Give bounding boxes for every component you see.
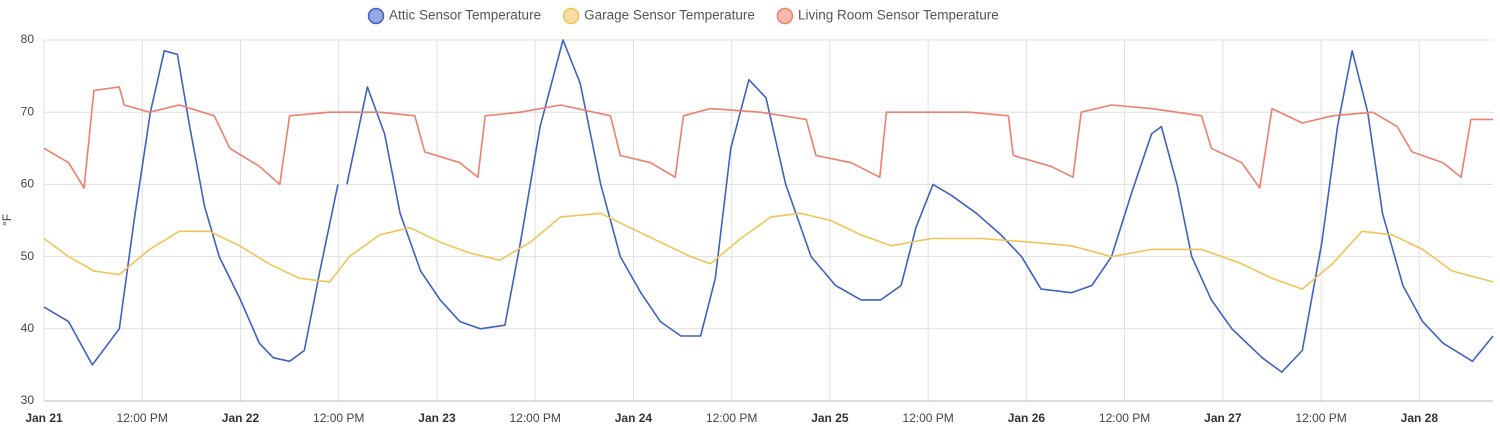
x-tick-label: Jan 21 bbox=[25, 411, 63, 425]
x-tick-label: 12:00 PM bbox=[313, 411, 364, 425]
y-axis-label: °F bbox=[0, 214, 14, 226]
x-tick-label: 12:00 PM bbox=[1295, 411, 1346, 425]
x-tick-label: Jan 24 bbox=[615, 411, 653, 425]
x-tick-label: Jan 26 bbox=[1008, 411, 1046, 425]
legend-label: Garage Sensor Temperature bbox=[584, 8, 755, 23]
y-tick-label: 60 bbox=[21, 177, 35, 191]
x-tick-label: Jan 27 bbox=[1204, 411, 1242, 425]
legend-marker bbox=[776, 7, 794, 25]
x-tick-label: 12:00 PM bbox=[1099, 411, 1150, 425]
y-tick-label: 70 bbox=[21, 104, 35, 118]
series-line bbox=[43, 86, 1493, 189]
series-line bbox=[43, 212, 1494, 290]
x-tick-label: Jan 22 bbox=[222, 411, 260, 425]
y-tick-label: 40 bbox=[21, 321, 35, 335]
x-tick-label: 12:00 PM bbox=[902, 411, 953, 425]
legend-label: Attic Sensor Temperature bbox=[389, 8, 541, 23]
legend-marker bbox=[562, 7, 580, 25]
x-tick-label: Jan 23 bbox=[418, 411, 456, 425]
x-tick-label: 12:00 PM bbox=[706, 411, 757, 425]
legend-marker bbox=[367, 7, 385, 25]
y-tick-label: 50 bbox=[21, 249, 35, 263]
y-tick-label: 30 bbox=[21, 393, 35, 407]
legend-label: Living Room Sensor Temperature bbox=[798, 8, 999, 23]
x-tick-label: 12:00 PM bbox=[117, 411, 168, 425]
x-tick-label: Jan 28 bbox=[1401, 411, 1439, 425]
series-line bbox=[43, 39, 1494, 373]
y-tick-label: 80 bbox=[21, 32, 35, 46]
x-tick-label: Jan 25 bbox=[811, 411, 849, 425]
legend: Attic Sensor Temperature Garage Sensor Te… bbox=[367, 7, 999, 25]
x-tick-label: 12:00 PM bbox=[509, 411, 560, 425]
